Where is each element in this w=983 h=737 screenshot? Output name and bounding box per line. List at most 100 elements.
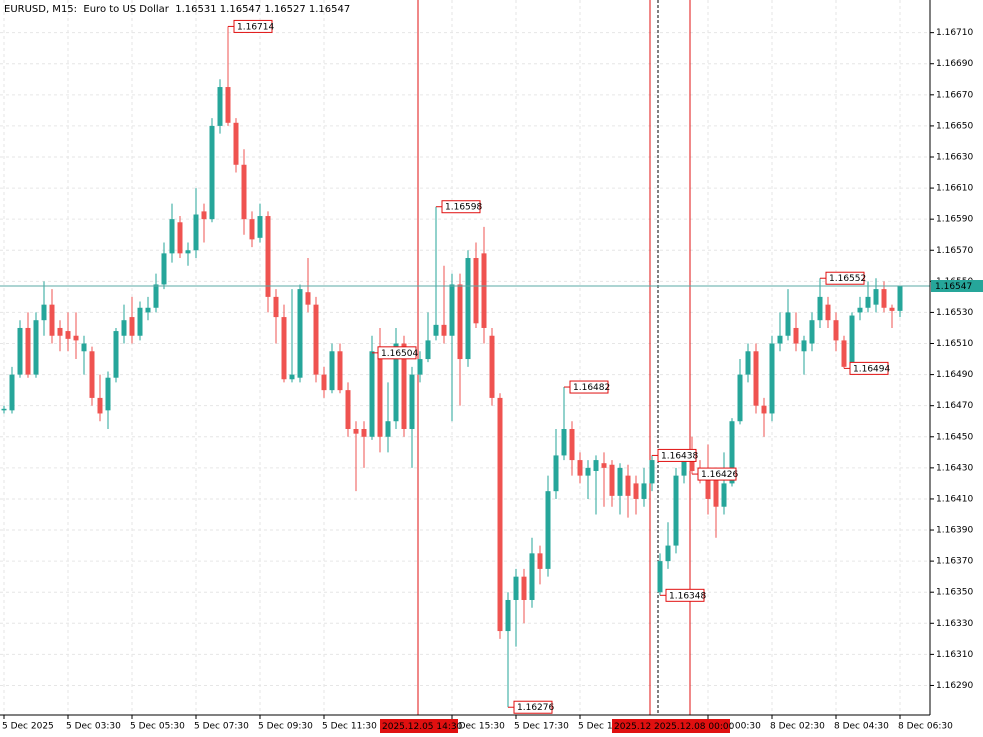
candle-body (537, 553, 543, 569)
candle-body (169, 219, 175, 254)
candle-body (673, 475, 679, 546)
annotation-box (849, 361, 889, 375)
candle-body (345, 390, 351, 429)
candle-body (649, 460, 655, 484)
annotation-label: 1.16438 (661, 451, 698, 461)
candle-body (385, 421, 391, 437)
y-tick-label: 1.16590 (936, 215, 973, 225)
candle-body (353, 429, 359, 434)
candle-body (49, 304, 55, 336)
y-tick-label: 1.16410 (936, 494, 973, 504)
candle-body (857, 307, 863, 313)
y-tick-label: 1.16630 (936, 152, 973, 162)
x-tick-label: 5 Dec 15:30 (450, 722, 505, 732)
candle-body (449, 284, 455, 336)
candle-body (897, 286, 903, 311)
x-tick-label: 5 Dec 19:30 (578, 722, 633, 732)
candle-body (801, 340, 807, 352)
vertical-line-label-box (380, 719, 458, 733)
y-tick-label: 1.16710 (936, 28, 973, 38)
candle-body (297, 289, 303, 378)
annotation-label: 1.16348 (669, 591, 706, 601)
candle-body (793, 327, 799, 344)
candle-body (9, 374, 15, 411)
x-tick-label: 8 Dec 02:30 (770, 722, 825, 732)
candle-body (497, 397, 503, 632)
candle-body (113, 331, 119, 378)
candle-body (73, 335, 79, 341)
candle-body (577, 460, 583, 476)
annotation-box (513, 700, 553, 714)
x-tick-label: 8 Dec 00:30 (706, 722, 761, 732)
candle-body (25, 327, 31, 375)
annotation-box (377, 346, 417, 360)
y-tick-label: 1.16470 (936, 401, 973, 411)
x-tick-label: 5 Dec 03:30 (66, 722, 121, 732)
candle-body (129, 317, 135, 336)
candle-body (545, 491, 551, 569)
candle-body (593, 460, 599, 471)
candle-body (161, 253, 167, 285)
candle-body (569, 429, 575, 461)
annotation-box (441, 200, 481, 214)
candle-body (1, 408, 7, 411)
annotation-label: 1.16552 (829, 274, 866, 284)
candle-body (273, 296, 279, 318)
candle-body (17, 327, 23, 375)
candle-body (121, 320, 127, 336)
candle-body (313, 304, 319, 375)
candle-body (417, 359, 423, 375)
candle-body (513, 576, 519, 600)
candle-body (633, 483, 639, 499)
candle-body (681, 455, 687, 476)
candle-body (585, 467, 591, 476)
candle-body (841, 340, 847, 367)
chart-title: EURUSD, M15: Euro to US Dollar 1.16531 1… (4, 4, 350, 15)
candle-body (257, 216, 263, 238)
x-tick-label: 5 Dec 2025 (2, 722, 54, 732)
candle-body (425, 340, 431, 360)
candle-body (177, 222, 183, 254)
candle-body (145, 307, 151, 313)
candle-body (57, 327, 63, 336)
candle-body (41, 304, 47, 321)
candle-body (625, 475, 631, 496)
axis-mask (930, 0, 983, 737)
vertical-line-label-box (652, 719, 730, 733)
axis-mask (0, 715, 983, 737)
candle-body (849, 315, 855, 367)
candle-body (337, 351, 343, 391)
candle-body (217, 87, 223, 126)
candle-body (409, 374, 415, 429)
candle-body (785, 312, 791, 336)
candle-body (369, 351, 375, 437)
candle-body (817, 296, 823, 321)
candle-body (833, 320, 839, 341)
y-tick-label: 1.16430 (936, 463, 973, 473)
candle-body (105, 377, 111, 411)
candle-body (601, 463, 607, 468)
candle-body (553, 455, 559, 492)
price-tag-label: 1.16547 (935, 282, 972, 292)
candle-body (401, 343, 407, 429)
candle-body (529, 553, 535, 600)
candle-body (489, 335, 495, 398)
annotation-box (665, 588, 705, 602)
y-tick-label: 1.16530 (936, 308, 973, 318)
candle-body (97, 397, 103, 414)
x-tick-label: 5 Dec 17:30 (514, 722, 569, 732)
y-tick-label: 1.16350 (936, 588, 973, 598)
candle-body (441, 324, 447, 336)
candle-body (753, 351, 759, 406)
candle-body (737, 374, 743, 422)
annotation-box (657, 448, 697, 462)
annotation-label: 1.16426 (701, 470, 738, 480)
candle-body (185, 250, 191, 254)
candle-body (761, 405, 767, 414)
candle-body (865, 296, 871, 308)
annotation-label: 1.16504 (381, 349, 418, 359)
x-tick-label: 8 Dec 04:30 (834, 722, 889, 732)
y-tick-label: 1.16690 (936, 59, 973, 69)
